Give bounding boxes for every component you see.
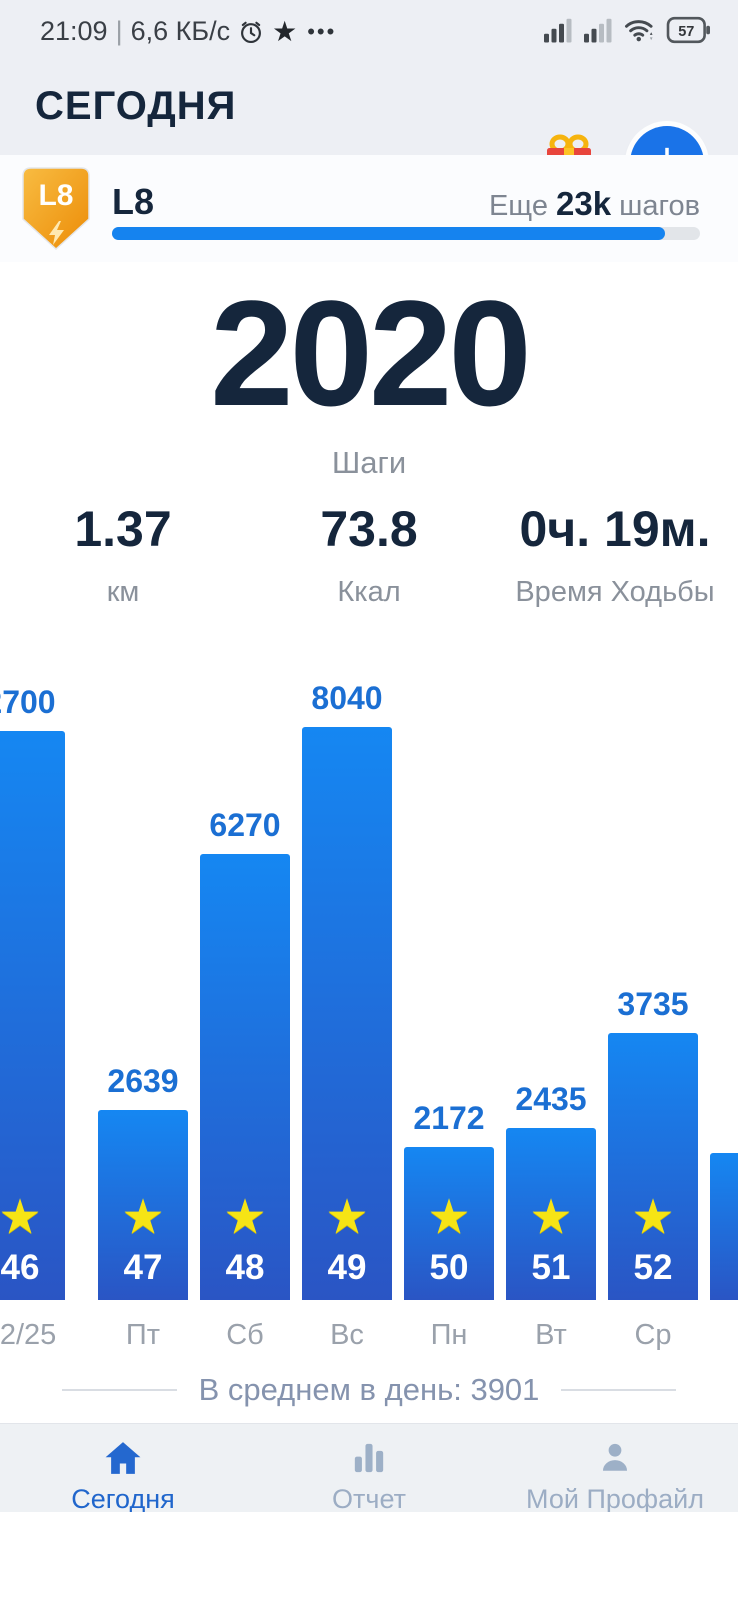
wifi-icon — [624, 16, 656, 44]
bar-chart-icon — [246, 1438, 492, 1478]
stat-walk-time: 0ч. 19м. Время Ходьбы — [492, 500, 738, 609]
bar-value-label: 6270 — [209, 807, 281, 843]
star-icon: ★ — [529, 1191, 573, 1244]
bar-day-label: Вс — [330, 1319, 364, 1351]
progress-fill — [112, 227, 665, 240]
level-progress-card[interactable]: L8 L8 Еще 23k шагов — [0, 155, 738, 262]
bar-day-label: Сб — [226, 1319, 264, 1351]
chart-bar[interactable]: 2 — [710, 1153, 738, 1300]
bar-day-label: Вт — [535, 1319, 567, 1351]
level-shield-badge — [22, 167, 90, 256]
star-icon: ★ — [223, 1191, 267, 1244]
calories-value: 73.8 — [320, 501, 418, 557]
status-network-speed: 6,6 КБ/с — [130, 16, 231, 46]
home-icon — [0, 1438, 246, 1478]
battery-icon: 57 — [666, 16, 712, 44]
tab-today-label: Сегодня — [71, 1484, 175, 1514]
favorite-star-icon: ★ — [272, 15, 298, 47]
calories-label: Ккал — [337, 576, 401, 608]
status-left-group: 21:09 | 6,6 КБ/с ★ ••• — [40, 16, 336, 47]
page-title: СЕГОДНЯ — [35, 84, 237, 128]
steps-count: 2020 — [210, 269, 532, 437]
level-progress-track — [112, 227, 700, 240]
average-rule-left — [61, 1389, 177, 1391]
ellipsis-icon: ••• — [307, 18, 337, 44]
alarm-icon — [238, 19, 264, 45]
bar-star-number: 51 — [531, 1248, 571, 1287]
steps-remaining-text: Еще 23k шагов — [488, 185, 700, 222]
bar-value-label: 2 — [661, 1106, 738, 1143]
signal-sim2-icon — [584, 17, 614, 43]
tab-today[interactable]: Сегодня — [0, 1424, 246, 1514]
weekly-steps-chart[interactable]: 2700 ★ 46 12/25 2639 ★ 47 Пт 6270 ★ 48 Сб 8040 ★ 49 Вс 2… — [0, 640, 738, 1351]
bar-value-label: 3735 — [617, 986, 689, 1022]
bar-star-number: 49 — [327, 1248, 367, 1287]
stat-calories: 73.8 Ккал — [246, 500, 492, 609]
status-separator: | — [115, 16, 123, 46]
steps-remaining-value: 23k — [556, 185, 612, 222]
bar-day-label: Ср — [634, 1319, 672, 1351]
bar-value-label: 2700 — [0, 684, 56, 720]
star-icon: ★ — [325, 1191, 369, 1244]
bar-value-label: 8040 — [311, 680, 383, 716]
star-icon: ★ — [121, 1191, 165, 1244]
app-header: СЕГОДНЯ AD + — [0, 62, 738, 200]
badge-level-text: L8 — [38, 179, 74, 212]
chart-bar[interactable]: 6270 ★ 48 Сб — [200, 807, 290, 1351]
bar-star-number: 52 — [633, 1248, 673, 1287]
bar-value-label: 2435 — [515, 1081, 587, 1117]
bar-day-label: Пт — [125, 1319, 161, 1351]
tab-profile[interactable]: Мой Профайл — [492, 1424, 738, 1514]
daily-stats-row: 1.37 км 73.8 Ккал 0ч. 19м. Время Ходьбы — [0, 500, 738, 609]
bar-star-number: 48 — [225, 1248, 265, 1287]
status-right-group: 57 — [544, 16, 712, 44]
chart-bar[interactable]: 8040 ★ 49 Вс — [302, 680, 392, 1351]
svg-text:57: 57 — [678, 24, 694, 40]
tab-report-label: Отчет — [332, 1484, 406, 1514]
chart-bar[interactable]: 2435 ★ 51 Вт — [506, 1081, 596, 1351]
bar-star-number: 50 — [429, 1248, 469, 1287]
person-icon — [492, 1438, 738, 1478]
average-per-day-text: В среднем в день: 3901 — [198, 1372, 540, 1407]
chart-bar[interactable]: 2172 ★ 50 Пн — [404, 1100, 494, 1351]
tab-profile-label: Мой Профайл — [526, 1484, 704, 1514]
bottom-navigation: Сегодня Отчет Мой Профайл — [0, 1423, 738, 1514]
average-rule-right — [561, 1389, 677, 1391]
distance-value: 1.37 — [74, 501, 172, 557]
status-bar: 21:09 | 6,6 КБ/с ★ ••• 57 — [0, 0, 738, 62]
star-icon: ★ — [631, 1191, 675, 1244]
android-nav-bar — [0, 1512, 738, 1599]
steps-caption: Шаги — [331, 445, 407, 480]
tab-report[interactable]: Отчет — [246, 1424, 492, 1514]
star-icon: ★ — [0, 1191, 42, 1244]
bar-star-number: 46 — [0, 1248, 40, 1287]
walk-time-label: Время Ходьбы — [515, 576, 715, 608]
status-time: 21:09 — [40, 16, 108, 46]
bar-star-number: 47 — [123, 1248, 163, 1287]
walk-time-value: 0ч. 19м. — [519, 501, 711, 557]
star-icon: ★ — [427, 1191, 471, 1244]
chart-bar[interactable]: 3735 ★ 52 Ср — [608, 986, 698, 1351]
bar-day-label: Пн — [430, 1319, 468, 1351]
level-label: L8 — [112, 181, 155, 222]
chart-bar[interactable]: 2700 ★ 46 12/25 — [0, 684, 65, 1351]
bar-value-label: 2172 — [413, 1100, 485, 1136]
stat-distance: 1.37 км — [0, 500, 246, 609]
signal-sim1-icon — [544, 17, 574, 43]
bar-value-label: 2639 — [107, 1063, 179, 1099]
bar-day-label: 12/25 — [0, 1319, 57, 1351]
chart-bar[interactable]: 2639 ★ 47 Пт — [98, 1063, 188, 1351]
average-row: В среднем в день: 3901 — [0, 1372, 738, 1408]
distance-label: км — [106, 576, 140, 608]
